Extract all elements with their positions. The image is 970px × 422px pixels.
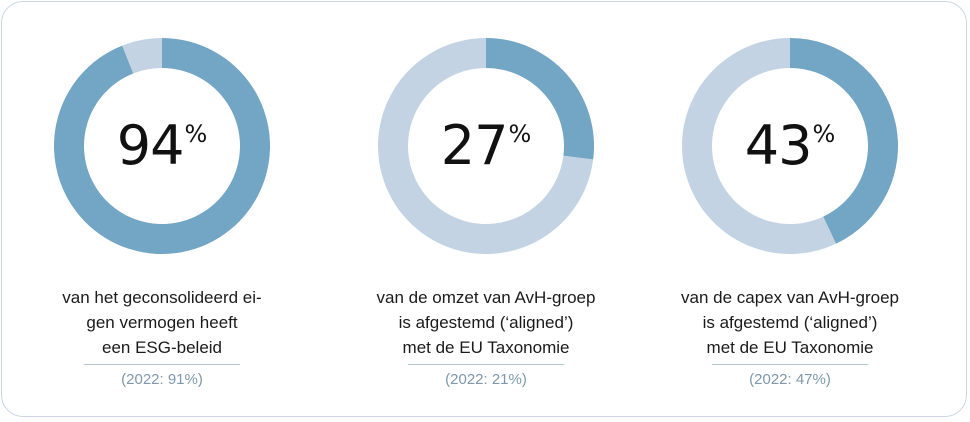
caption-line: van het geconsolideerd ei- <box>62 288 262 307</box>
kpi-value: 27% <box>331 114 641 177</box>
kpi-capex-aligned: 43% van de capex van AvH-groep is afgest… <box>635 2 945 422</box>
donut-chart-esg-policy <box>53 38 271 255</box>
prior-year-value: (2022: 21%) <box>445 371 527 388</box>
kpi-percent-sign: % <box>508 120 532 148</box>
divider <box>84 364 240 365</box>
kpi-revenue-aligned: 27% van de omzet van AvH-groep is afgest… <box>331 2 641 422</box>
donut-slice-value <box>486 38 594 160</box>
kpi-caption: van het geconsolideerd ei- gen vermogen … <box>7 285 317 360</box>
caption-line: is afgestemd (‘aligned’) <box>702 313 878 332</box>
kpi-percent-sign: % <box>812 120 836 148</box>
kpi-caption: van de capex van AvH-groep is afgestemd … <box>635 285 945 360</box>
kpi-number: 27 <box>440 114 509 177</box>
caption-line: van de capex van AvH-groep <box>681 288 899 307</box>
kpi-number: 94 <box>116 114 185 177</box>
prior-year-value: (2022: 91%) <box>121 371 203 388</box>
caption-line: is afgestemd (‘aligned’) <box>398 313 574 332</box>
donut-slice-remainder <box>122 38 162 74</box>
kpi-value: 43% <box>635 114 945 177</box>
prior-year-value: (2022: 47%) <box>749 371 831 388</box>
donut-chart-revenue-aligned <box>378 38 594 254</box>
caption-line: van de omzet van AvH-groep <box>376 288 596 307</box>
kpi-percent-sign: % <box>184 120 208 148</box>
divider <box>408 364 564 365</box>
kpi-number: 43 <box>744 114 813 177</box>
caption-line: een ESG-beleid <box>101 338 223 357</box>
caption-line: met de EU Taxonomie <box>706 338 874 357</box>
caption-line: met de EU Taxonomie <box>402 338 570 357</box>
divider <box>712 364 868 365</box>
donut-slice-remainder <box>682 38 836 254</box>
kpi-esg-policy: 94% van het geconsolideerd ei- gen vermo… <box>7 2 317 422</box>
kpi-value: 94% <box>7 114 317 177</box>
kpi-caption: van de omzet van AvH-groep is afgestemd … <box>331 285 641 360</box>
donut-slice-value <box>790 38 898 244</box>
caption-line: gen vermogen heeft <box>86 313 238 332</box>
donut-chart-capex-aligned <box>682 38 898 254</box>
